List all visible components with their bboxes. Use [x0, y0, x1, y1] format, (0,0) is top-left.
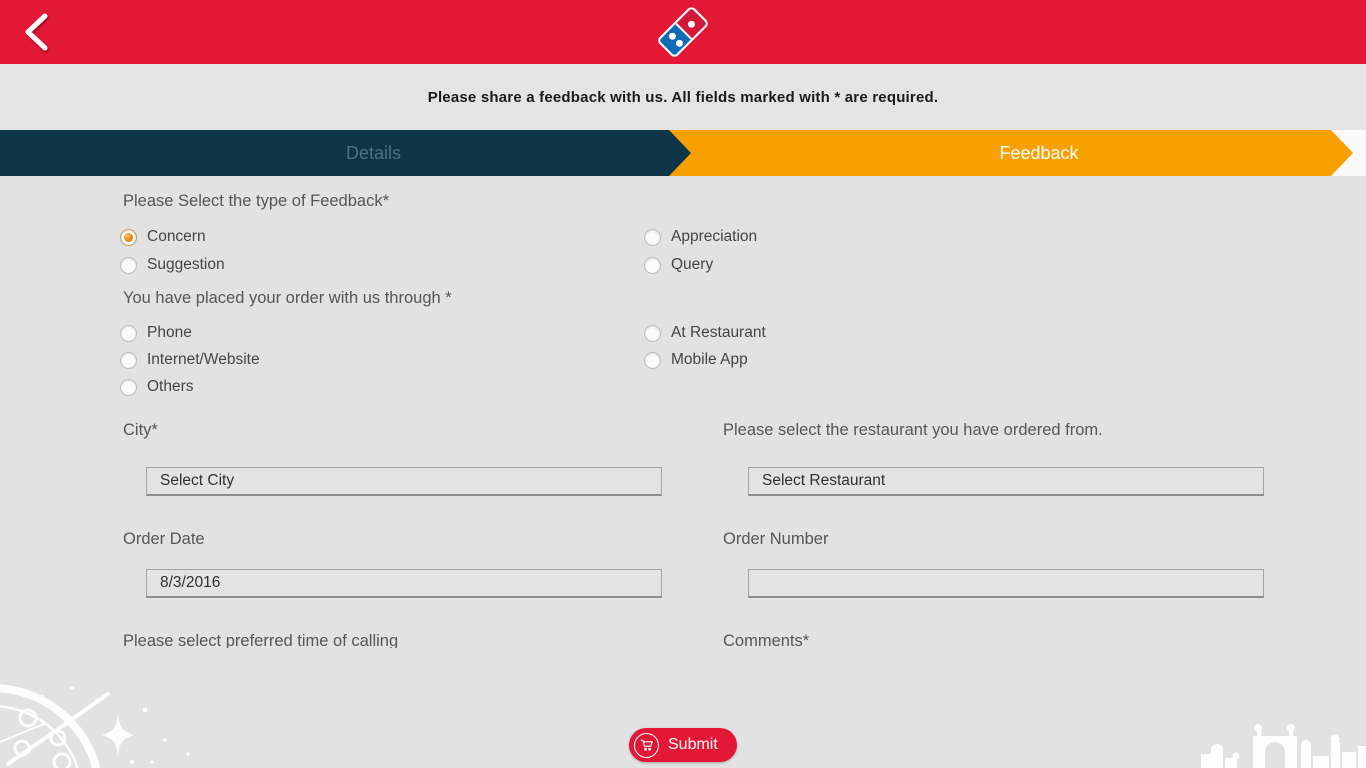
- city-select[interactable]: Select City: [146, 467, 662, 496]
- radio-internet-website[interactable]: Internet/Website: [120, 351, 260, 369]
- tab-feedback-label: Feedback: [999, 142, 1079, 163]
- radio-phone[interactable]: Phone: [120, 324, 192, 342]
- radio-at-restaurant-circle: [644, 324, 661, 342]
- radio-appreciation-circle: [644, 228, 661, 246]
- order-date-input[interactable]: 8/3/2016: [146, 569, 662, 598]
- order-channel-label: You have placed your order with us throu…: [123, 289, 452, 307]
- restaurant-select[interactable]: Select Restaurant: [748, 467, 1264, 496]
- radio-at-restaurant-label: At Restaurant: [671, 324, 766, 341]
- tab-feedback[interactable]: Feedback: [669, 130, 1353, 176]
- order-number-input[interactable]: [748, 569, 1264, 598]
- restaurant-label: Please select the restaurant you have or…: [723, 421, 1103, 439]
- order-date-value: 8/3/2016: [160, 574, 221, 591]
- tab-details[interactable]: Details: [0, 130, 691, 176]
- radio-others[interactable]: Others: [120, 378, 194, 396]
- chevron-left-icon: [25, 13, 48, 51]
- radio-others-circle: [120, 378, 137, 396]
- radio-suggestion-label: Suggestion: [147, 256, 225, 273]
- radio-phone-circle: [120, 324, 137, 342]
- radio-internet-website-circle: [120, 351, 137, 369]
- radio-mobile-app-label: Mobile App: [671, 351, 748, 368]
- notice-band: Please share a feedback with us. All fie…: [0, 64, 1366, 130]
- order-number-label: Order Number: [723, 530, 829, 548]
- city-label: City*: [123, 421, 158, 439]
- radio-suggestion[interactable]: Suggestion: [120, 256, 225, 274]
- radio-query-label: Query: [671, 256, 714, 273]
- radio-mobile-app[interactable]: Mobile App: [644, 351, 748, 369]
- radio-at-restaurant[interactable]: At Restaurant: [644, 324, 766, 342]
- back-button[interactable]: [10, 6, 62, 58]
- notice-text: Please share a feedback with us. All fie…: [427, 88, 939, 106]
- radio-query-circle: [644, 256, 661, 274]
- preferred-time-label: Please select preferred time of calling: [123, 632, 399, 648]
- restaurant-select-value: Select Restaurant: [762, 472, 886, 489]
- submit-row: Submit: [0, 728, 1366, 762]
- dominos-logo-icon: [653, 2, 713, 62]
- form-scroll-area[interactable]: Please Select the type of Feedback* Conc…: [0, 176, 1366, 648]
- tab-bar: Details Feedback: [0, 130, 1366, 176]
- feedback-type-label: Please Select the type of Feedback*: [123, 192, 389, 210]
- cart-icon: [634, 732, 659, 758]
- radio-internet-website-label: Internet/Website: [147, 351, 260, 368]
- radio-query[interactable]: Query: [644, 256, 713, 274]
- radio-concern-label: Concern: [147, 228, 206, 245]
- radio-mobile-app-circle: [644, 351, 661, 369]
- app-header: [0, 0, 1366, 64]
- radio-others-label: Others: [147, 378, 194, 395]
- order-date-label: Order Date: [123, 530, 205, 548]
- submit-button-label: Submit: [668, 736, 718, 753]
- radio-concern[interactable]: Concern: [120, 228, 206, 246]
- comments-label: Comments*: [723, 632, 810, 648]
- tab-details-label: Details: [345, 142, 402, 163]
- radio-appreciation[interactable]: Appreciation: [644, 228, 757, 246]
- radio-suggestion-circle: [120, 256, 137, 274]
- radio-appreciation-label: Appreciation: [671, 228, 758, 245]
- radio-concern-circle: [120, 228, 137, 246]
- submit-button[interactable]: Submit: [629, 728, 737, 762]
- radio-phone-label: Phone: [147, 324, 192, 341]
- city-select-value: Select City: [160, 472, 235, 489]
